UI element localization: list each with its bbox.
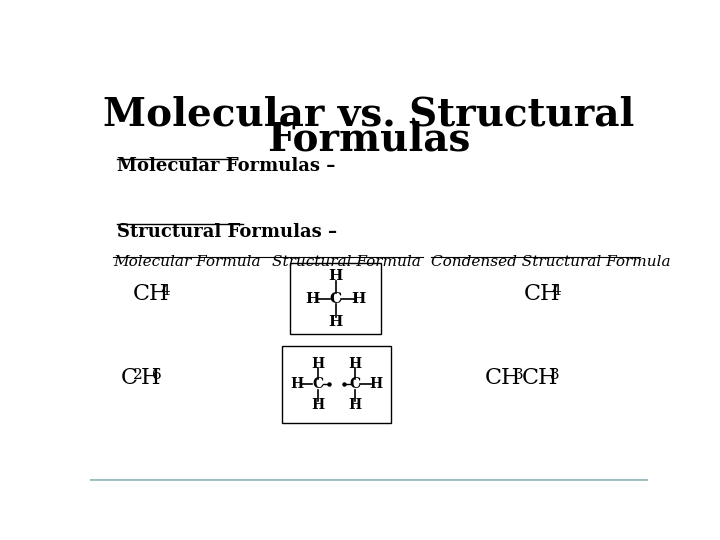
Text: 2: 2 — [132, 368, 143, 382]
Text: Structural Formulas –: Structural Formulas – — [117, 222, 337, 241]
Text: C: C — [121, 367, 138, 389]
Text: Molecular Formula: Molecular Formula — [113, 255, 261, 269]
Text: H: H — [328, 269, 343, 283]
Text: H: H — [140, 367, 160, 389]
Text: H: H — [311, 398, 325, 412]
Text: 3: 3 — [550, 368, 560, 382]
Text: 4: 4 — [161, 284, 170, 298]
Text: Molecular Formulas –: Molecular Formulas – — [117, 157, 336, 175]
Text: Molecular vs. Structural: Molecular vs. Structural — [103, 96, 635, 133]
Text: 3: 3 — [514, 368, 523, 382]
Text: H: H — [290, 377, 304, 392]
Text: C: C — [349, 377, 361, 392]
Text: 4: 4 — [552, 284, 562, 298]
Text: Structural Formula: Structural Formula — [272, 255, 421, 269]
Text: 6: 6 — [152, 368, 162, 382]
Text: H: H — [311, 356, 325, 370]
Text: Formulas: Formulas — [267, 120, 471, 158]
Text: H: H — [348, 356, 361, 370]
Text: C: C — [312, 377, 323, 392]
Text: H: H — [305, 292, 320, 306]
Text: CH: CH — [132, 283, 169, 305]
Text: H: H — [328, 315, 343, 329]
Text: C: C — [330, 292, 342, 306]
Bar — [290, 264, 382, 334]
Text: H: H — [369, 377, 382, 392]
Text: CH: CH — [524, 283, 560, 305]
Text: Condensed Structural Formula: Condensed Structural Formula — [431, 255, 670, 269]
Text: H: H — [352, 292, 366, 306]
Bar — [282, 346, 391, 423]
Text: H: H — [348, 398, 361, 412]
Text: CH: CH — [485, 367, 522, 389]
Text: CH: CH — [522, 367, 558, 389]
